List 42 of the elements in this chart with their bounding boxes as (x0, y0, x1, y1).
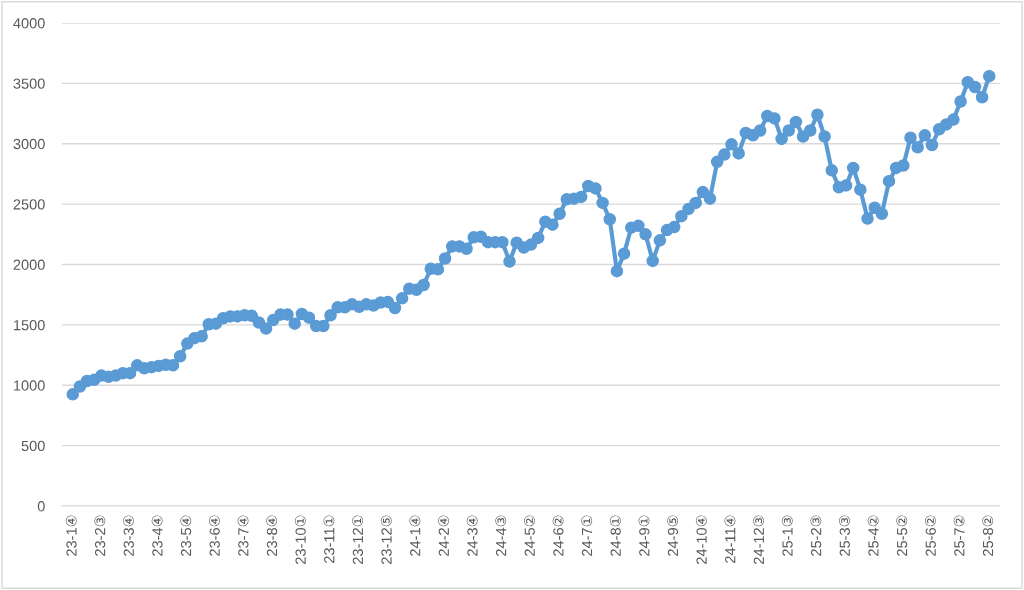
x-tick-label: 23-10① (294, 515, 306, 564)
x-tick-label: 25-6② (924, 515, 936, 556)
y-tick-label: 3000 (13, 138, 45, 150)
x-tick-label: 25-7② (953, 515, 965, 556)
y-tick-label: 500 (21, 440, 45, 452)
x-tick-label: 23-11① (323, 515, 335, 563)
x-tick-label: 23-3④ (123, 515, 134, 556)
x-tick-label: 23-4④ (151, 515, 163, 556)
x-tick-label: 25-2③ (810, 515, 822, 556)
y-tick-label: 2000 (13, 259, 45, 270)
x-tick-label: 23-6④ (208, 515, 220, 556)
x-tick-label: 24-9① (638, 515, 650, 556)
y-tick-label: 4000 (13, 18, 45, 29)
y-tick-label: 1000 (14, 380, 45, 391)
x-tick-label: 25-5② (896, 515, 908, 556)
y-tick-label: 3500 (13, 78, 45, 89)
x-tick-label: 24-1④ (409, 515, 421, 556)
y-tick-label: 2500 (13, 199, 45, 210)
x-tick-label: 25-4② (867, 515, 879, 556)
x-tick-label: 24-3④ (466, 515, 478, 556)
x-tick-label: 23-12⑤ (380, 515, 392, 564)
x-tick-label: 24-9⑤ (667, 515, 679, 556)
x-tick-label: 24-4③ (495, 515, 507, 556)
y-tick-label: 1500 (14, 319, 45, 331)
x-tick-label: 24-8① (609, 515, 621, 556)
x-tick-label: 23-8④ (266, 515, 278, 556)
x-tick-label: 23-12① (352, 515, 364, 564)
x-tick-label: 24-7① (581, 515, 593, 556)
x-tick-label: 23-2③ (94, 515, 106, 556)
x-tick-label: 24-10④ (695, 515, 707, 564)
x-tick-label: 25-8② (982, 515, 994, 556)
x-tick-label: 23-1④ (65, 515, 77, 556)
x-tick-label: 24-5② (524, 515, 535, 556)
x-tick-label: 24-11④ (724, 515, 736, 563)
x-tick-label: 25-3③ (839, 515, 850, 556)
x-tick-label: 25-1③ (781, 515, 793, 556)
y-tick-label: 0 (37, 501, 45, 512)
x-tick-label: 24-6② (552, 515, 564, 556)
x-tick-label: 24-12③ (753, 515, 765, 564)
x-tick-label: 23-7④ (237, 515, 249, 556)
x-tick-label: 23-5④ (180, 515, 192, 556)
x-tick-label: 24-2④ (438, 515, 449, 556)
